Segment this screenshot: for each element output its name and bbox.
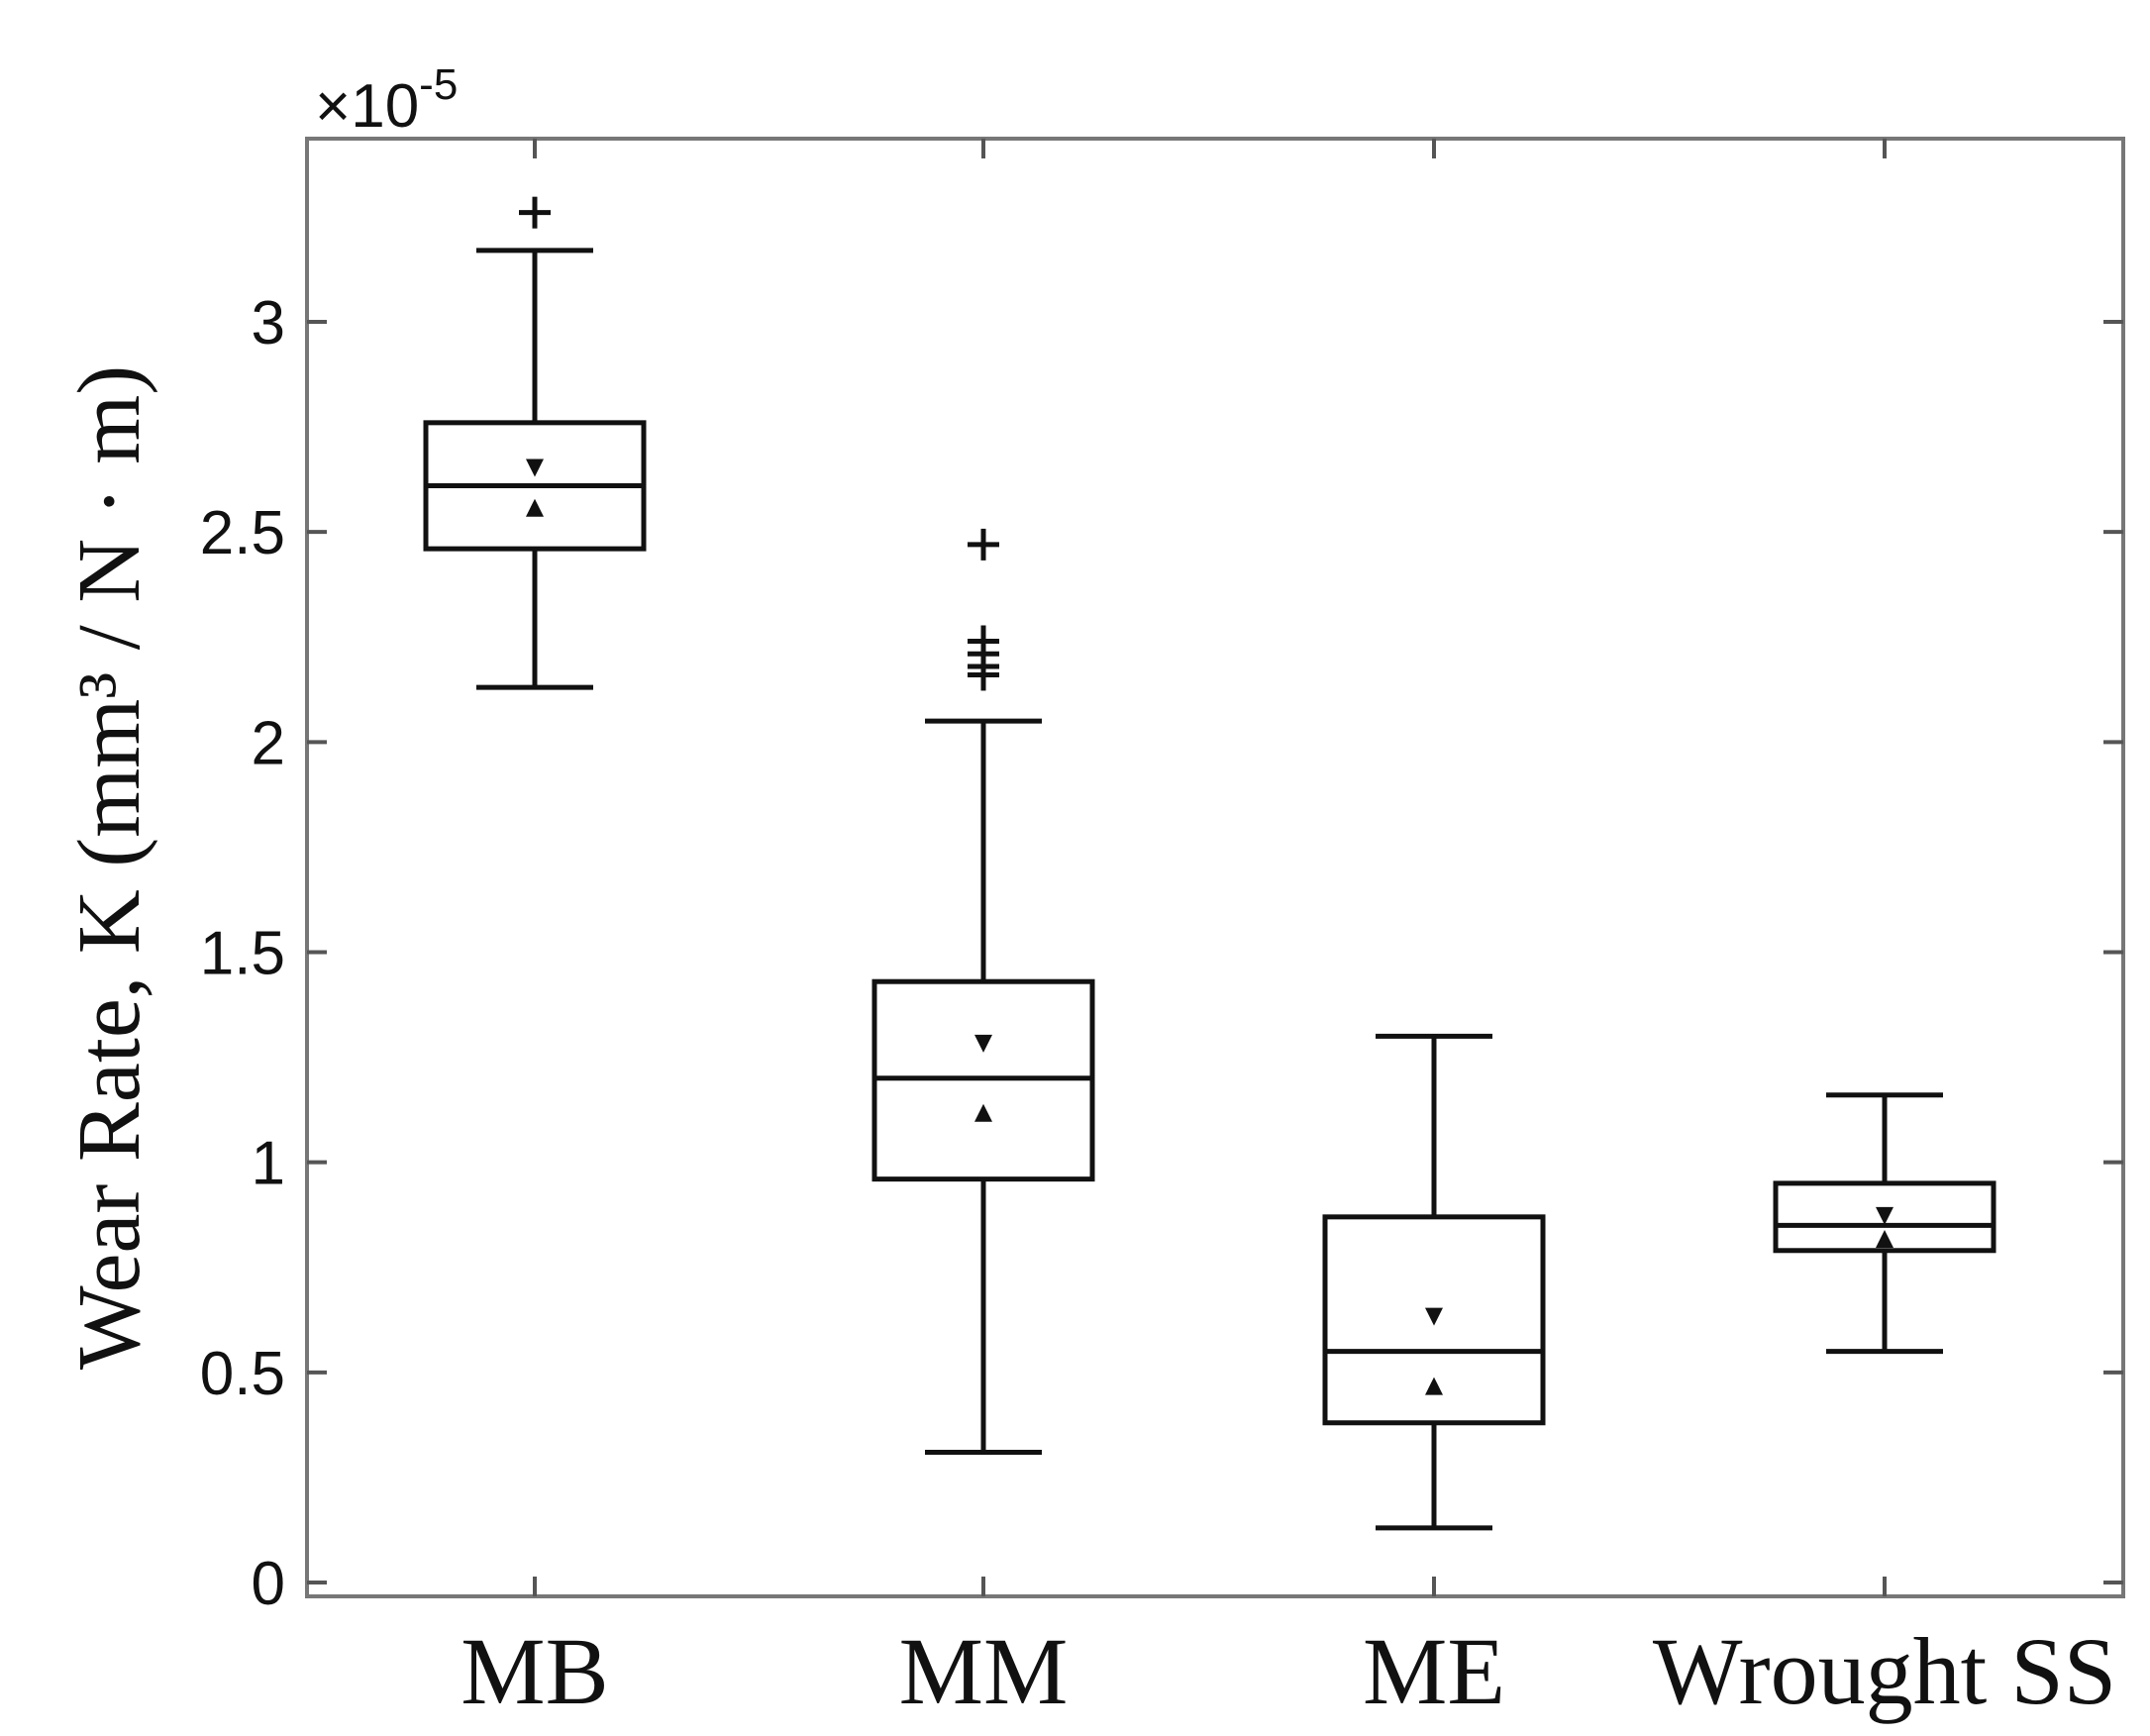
notch-marker-lower <box>1876 1230 1894 1249</box>
y-tick-label: 1.5 <box>200 920 285 988</box>
notch-marker-upper <box>1876 1206 1894 1225</box>
y-tick-label: 0.5 <box>200 1340 285 1408</box>
y-tick-label: 2 <box>252 709 285 777</box>
notch-marker-lower <box>526 498 544 517</box>
y-tick-label: 1 <box>252 1130 285 1198</box>
notch-marker-lower <box>974 1103 992 1122</box>
chart-marks: 0 0.5 1 1.5 2 2.5 3 MB MM ME Wrought SS <box>200 139 2123 1724</box>
y-tick-label: 2.5 <box>200 499 285 567</box>
notch-marker-upper <box>974 1034 992 1053</box>
y-multiplier-base: ×10 <box>315 72 419 141</box>
notch-marker-upper <box>526 459 544 477</box>
notch-marker-upper <box>1425 1307 1443 1326</box>
plot-area <box>305 137 2125 1598</box>
y-axis-label: Wear Rate, K (mm³ / N · m) <box>60 365 158 1370</box>
x-category-label: MM <box>899 1618 1069 1724</box>
x-category-label: MB <box>461 1618 608 1724</box>
y-multiplier-exponent: -5 <box>419 60 458 109</box>
y-tick-label: 3 <box>252 289 285 357</box>
x-category-label: ME <box>1363 1618 1505 1724</box>
y-multiplier-label: ×10-5 <box>315 60 458 141</box>
notch-marker-lower <box>1425 1377 1443 1395</box>
x-category-label: Wrought SS <box>1653 1618 2116 1724</box>
y-tick-label: 0 <box>252 1550 285 1618</box>
